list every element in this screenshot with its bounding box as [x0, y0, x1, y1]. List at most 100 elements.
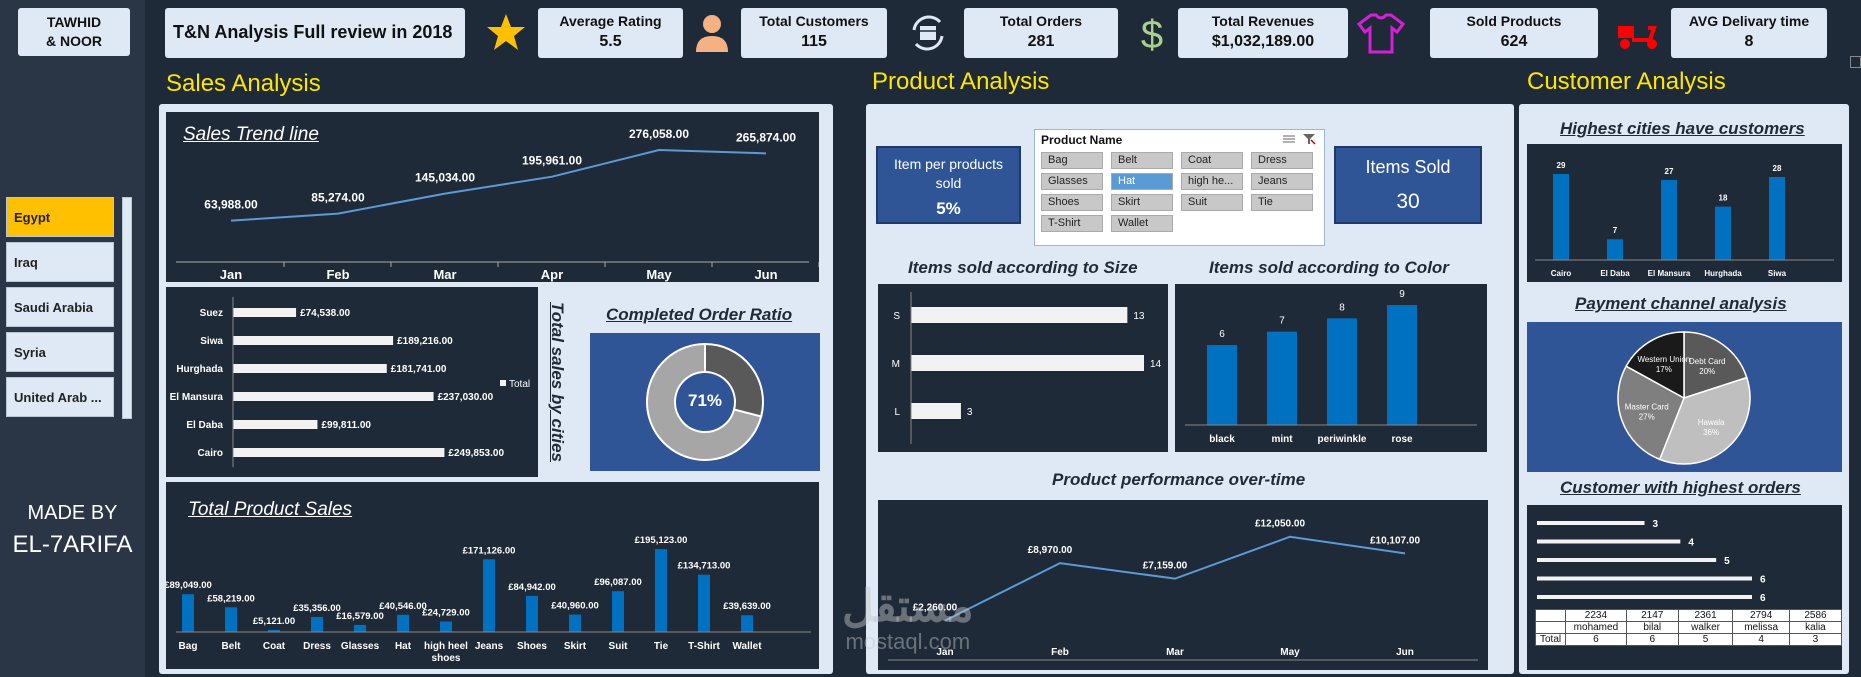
- data-label: 6: [1760, 593, 1766, 604]
- slicer-item[interactable]: Bag: [1041, 152, 1103, 169]
- tick-label: Hurghada: [1704, 269, 1742, 278]
- country-item-uae[interactable]: United Arab ...: [6, 377, 114, 417]
- section-title-sales: Sales Analysis: [166, 70, 321, 97]
- slicer-item[interactable]: Jeans: [1251, 173, 1313, 190]
- data-label: 265,874.00: [736, 130, 796, 144]
- tick-label: Cairo: [197, 448, 223, 459]
- pie-slice: [1625, 331, 1685, 400]
- items-by-color-svg: 6 black 7 mint 8 periwinkle 9 rose: [1185, 289, 1477, 445]
- slicer-item[interactable]: Tie: [1251, 194, 1313, 211]
- bar: [655, 549, 667, 632]
- tick-label: S: [893, 311, 900, 322]
- made-by: MADE BY EL-7ARIFA: [0, 502, 145, 559]
- country-item-saudi-arabia[interactable]: Saudi Arabia: [6, 287, 114, 327]
- window-edge-control[interactable]: [1850, 56, 1861, 68]
- slicer-item[interactable]: Suit: [1181, 194, 1243, 211]
- tick-label: Suez: [200, 308, 223, 319]
- bar: [233, 308, 297, 317]
- tick-label: Dress: [303, 641, 331, 652]
- kpi-label: Sold Products: [1466, 13, 1562, 29]
- tick-label: El Daba: [1600, 269, 1630, 278]
- data-label: £16,579.00: [336, 611, 384, 622]
- clear-filter-icon[interactable]: [1302, 133, 1316, 145]
- slicer-item[interactable]: Shoes: [1041, 194, 1103, 211]
- table-cell: bilal: [1625, 621, 1679, 634]
- star-icon: [487, 14, 525, 50]
- slicer-item[interactable]: Coat: [1181, 152, 1243, 169]
- tick-label: Mar: [1166, 647, 1184, 658]
- tick-label: L: [894, 407, 900, 418]
- slicer-item[interactable]: high he...: [1181, 173, 1243, 190]
- data-label: 8: [1339, 302, 1345, 313]
- slicer-item[interactable]: Glasses: [1041, 173, 1103, 190]
- bar: [741, 615, 753, 632]
- bar: [440, 621, 452, 632]
- tick-label: Hurghada: [176, 364, 223, 375]
- cities-customers-svg: 29 Cairo 7 El Daba 27 El Mansura 18 Hurghada 28 S…: [1535, 161, 1834, 278]
- cities-customers-title: Highest cities have customers: [1560, 119, 1805, 138]
- data-label: 7: [1613, 226, 1618, 235]
- color-chart-title: Items sold according to Color: [1209, 258, 1449, 277]
- data-label: 145,034.00: [415, 171, 475, 185]
- data-label: £10,107.00: [1370, 535, 1420, 546]
- bar: [1537, 558, 1717, 562]
- table-cell: melissa: [1732, 621, 1790, 634]
- table-cell: 5: [1677, 633, 1734, 646]
- payment-channel-title: Payment channel analysis: [1575, 294, 1787, 313]
- items-by-size-chart: S 13 M 14 L 3: [878, 284, 1168, 452]
- data-label: 28: [1773, 164, 1782, 173]
- tick-label: Jun: [754, 267, 777, 282]
- data-label: 3: [1653, 519, 1659, 530]
- kpi-total-revenues: Total Revenues $1,032,189.00: [1178, 8, 1348, 58]
- multi-select-icon[interactable]: [1282, 133, 1296, 145]
- bar: [233, 364, 387, 373]
- svg-text:$: $: [1141, 13, 1163, 56]
- slicer-item[interactable]: Belt: [1111, 152, 1173, 169]
- performance-chart-title: Product performance over-time: [1052, 470, 1306, 489]
- scooter-icon: [1618, 26, 1657, 49]
- pie-slice: [1658, 376, 1751, 465]
- tick-label: high heel: [424, 641, 468, 652]
- data-label: £35,356.00: [293, 603, 341, 614]
- tick-label: Feb: [1051, 647, 1069, 658]
- data-label: 4: [1688, 538, 1694, 549]
- sales-by-city-svg: Suez £74,538.00 Siwa £189,216.00 Hurghada £18…: [170, 297, 530, 467]
- data-label: 27: [1665, 167, 1674, 176]
- table-cell: 4: [1732, 633, 1790, 646]
- tick-label: Feb: [326, 267, 349, 282]
- data-label: 5: [1724, 556, 1730, 567]
- bar: [1207, 345, 1237, 425]
- slicer-item[interactable]: T-Shirt: [1041, 215, 1103, 232]
- tick-label: El Mansura: [1648, 269, 1691, 278]
- kpi-average-rating: Average Rating 5.5: [538, 8, 683, 58]
- table-cell: [1534, 621, 1567, 634]
- slicer-header: Product Name: [1041, 133, 1123, 147]
- slicer-item[interactable]: Skirt: [1111, 194, 1173, 211]
- data-label: £7,159.00: [1143, 561, 1188, 572]
- country-item-syria[interactable]: Syria: [6, 332, 114, 372]
- kpi-value: 5.5: [599, 33, 622, 50]
- country-item-egypt[interactable]: Egypt: [6, 197, 114, 237]
- slicer-item[interactable]: Dress: [1251, 152, 1313, 169]
- data-label: 63,988.00: [204, 198, 258, 212]
- tick-label: Siwa: [1768, 269, 1787, 278]
- made-by-label: MADE BY: [27, 502, 118, 524]
- kpi-total-orders: Total Orders 281: [964, 8, 1118, 58]
- chart-title: Total Product Sales: [188, 499, 353, 520]
- total-product-sales-svg: £89,049.00 Bag £58,219.00 Belt £5,121.00 Coat…: [166, 535, 811, 664]
- table-cell: walker: [1677, 621, 1734, 634]
- slicer-item[interactable]: Wallet: [1111, 215, 1173, 232]
- watermark: مستقل mostaql.com: [842, 585, 974, 655]
- legend-swatch: [500, 380, 506, 386]
- bar: [1537, 539, 1681, 544]
- slicer-item[interactable]: Hat: [1111, 173, 1173, 190]
- completed-ratio-title: Completed Order Ratio: [606, 305, 793, 324]
- kpi-label: Total Revenues: [1211, 13, 1315, 29]
- country-slicer-scrollbar[interactable]: [122, 197, 132, 419]
- data-label: £40,546.00: [379, 601, 427, 612]
- bar: [182, 594, 194, 632]
- data-label: 18: [1719, 194, 1728, 203]
- country-item-iraq[interactable]: Iraq: [6, 242, 114, 282]
- payment-channel-chart: Debt Card 20% Hawala 36% Master Card 27% Weste…: [1527, 322, 1842, 472]
